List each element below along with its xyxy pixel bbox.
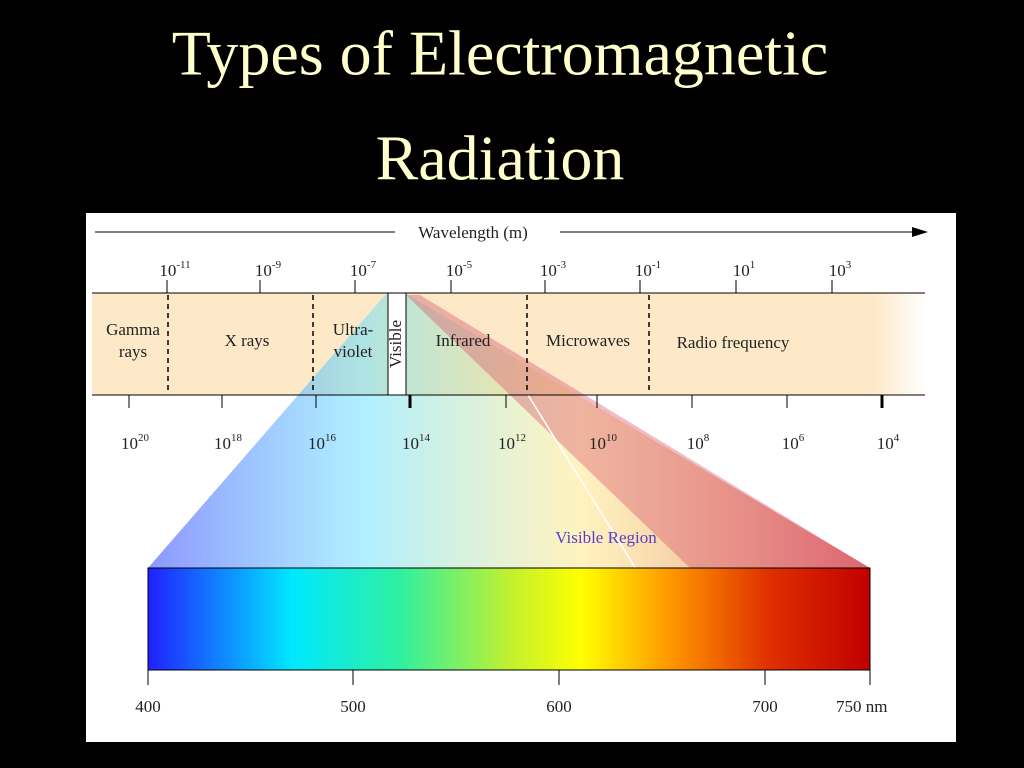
axis-label: Wavelength (m) (418, 223, 528, 242)
region-dividers (167, 295, 650, 393)
region-label: Visible (386, 320, 405, 368)
frequency-tick-exp: 4 (894, 432, 900, 444)
region-label: X rays (225, 331, 270, 350)
wavelength-tick: 10-11 (159, 259, 190, 280)
wavelength-tick-exp: 1 (750, 259, 756, 271)
wavelength-tick: 10-3 (540, 259, 567, 280)
frequency-tick-base: 10 (402, 434, 419, 453)
spectrum-bar (147, 567, 871, 671)
frequency-tick: 104 (877, 432, 900, 453)
wavelength-tick-exp: -7 (367, 259, 377, 271)
wavelength-tick-base: 10 (350, 261, 367, 280)
wavelength-tick-base: 10 (733, 261, 750, 280)
frequency-tick-base: 10 (589, 434, 606, 453)
frequency-tick-exp: 20 (138, 432, 150, 444)
frequency-tick: 1020 (121, 432, 150, 453)
arrow-head (912, 227, 928, 237)
frequency-tick-exp: 10 (606, 432, 618, 444)
frequency-tick-exp: 12 (515, 432, 526, 444)
region-label: Gamma (106, 320, 160, 339)
wavelength-tick: 10-1 (635, 259, 661, 280)
frequency-tick: 108 (687, 432, 710, 453)
wavelength-tick-exp: -1 (652, 259, 661, 271)
frequency-tick-exp: 14 (419, 432, 431, 444)
wavelength-tick-base: 10 (446, 261, 463, 280)
wavelength-tick-base: 10 (829, 261, 846, 280)
title: Radiation (376, 123, 625, 194)
region-label: violet (334, 342, 373, 361)
nm-label: 750 nm (836, 697, 887, 716)
region-label: Microwaves (546, 331, 630, 350)
visible-fan (148, 295, 870, 568)
red-fan (406, 295, 870, 568)
frequency-tick-base: 10 (687, 434, 704, 453)
wavelength-tick-exp: -9 (272, 259, 282, 271)
frequency-tick-exp: 6 (799, 432, 805, 444)
visible-box (387, 292, 407, 396)
wavelength-tick: 10-7 (350, 259, 377, 280)
nm-label: 700 (752, 697, 778, 716)
frequency-tick: 106 (782, 432, 805, 453)
frequency-tick-base: 10 (121, 434, 138, 453)
frequency-tick-exp: 18 (231, 432, 243, 444)
wavelength-tick: 10-5 (446, 259, 473, 280)
wavelength-tick-exp: -3 (557, 259, 567, 271)
frequency-tick: 1010 (589, 432, 618, 453)
wavelength-tick-exp: -11 (176, 259, 190, 271)
region-label: Ultra- (333, 320, 374, 339)
wavelength-tick: 10-9 (255, 259, 282, 280)
title: Types of Electromagnetic (172, 18, 829, 89)
frequency-tick-exp: 8 (704, 432, 710, 444)
wavelength-tick-base: 10 (540, 261, 557, 280)
frequency-tick-base: 10 (214, 434, 231, 453)
frequency-tick-base: 10 (308, 434, 325, 453)
frequency-tick: 1012 (498, 432, 526, 453)
region-label: rays (119, 342, 147, 361)
frequency-tick: 1014 (402, 432, 431, 453)
region-label: Infrared (436, 331, 491, 350)
visible-region-label: Visible Region (555, 528, 657, 547)
wavelength-tick: 103 (829, 259, 852, 280)
frequency-tick: 1016 (308, 432, 337, 453)
frequency-tick-base: 10 (782, 434, 799, 453)
nm-label: 400 (135, 697, 161, 716)
nm-label: 600 (546, 697, 572, 716)
frequency-tick-base: 10 (877, 434, 894, 453)
region-label: Radio frequency (677, 333, 790, 352)
frequency-tick: 1018 (214, 432, 243, 453)
wavelength-tick-base: 10 (635, 261, 652, 280)
nm-label: 500 (340, 697, 366, 716)
wavelength-tick-base: 10 (159, 261, 176, 280)
wavelength-tick: 101 (733, 259, 756, 280)
frequency-tick-base: 10 (498, 434, 515, 453)
wavelength-tick-base: 10 (255, 261, 272, 280)
nm-ticks (147, 670, 871, 685)
wavelength-tick-exp: 3 (846, 259, 852, 271)
frequency-tick-exp: 16 (325, 432, 337, 444)
wavelength-tick-exp: -5 (463, 259, 473, 271)
